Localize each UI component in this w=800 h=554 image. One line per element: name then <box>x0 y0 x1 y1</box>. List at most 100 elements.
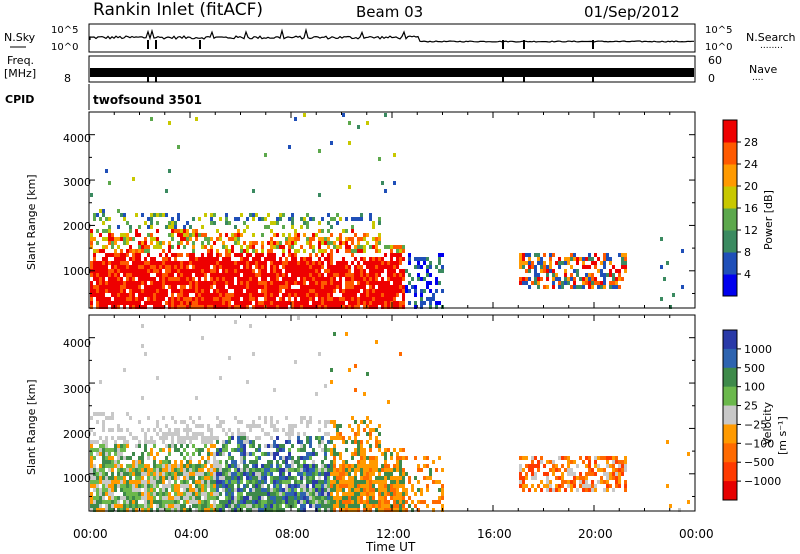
heatmap-cell <box>156 432 159 436</box>
heatmap-cell <box>342 113 345 117</box>
heatmap-cell <box>219 448 222 452</box>
heatmap-cell <box>270 488 273 492</box>
heatmap-cell <box>108 233 111 237</box>
heatmap-cell <box>420 301 423 305</box>
heatmap-cell <box>315 289 318 293</box>
heatmap-cell <box>282 480 285 484</box>
heatmap-cell <box>573 460 576 464</box>
heatmap-cell <box>318 229 321 233</box>
heatmap-cell <box>90 237 93 241</box>
heatmap-cell <box>426 504 429 508</box>
heatmap-cell <box>114 265 117 269</box>
heatmap-cell <box>306 496 309 500</box>
heatmap-cell <box>309 452 312 456</box>
heatmap-cell <box>186 432 189 436</box>
heatmap-cell <box>348 301 351 305</box>
heatmap-cell <box>186 464 189 468</box>
heatmap-cell <box>396 293 399 297</box>
heatmap-cell <box>333 496 336 500</box>
heatmap-cell <box>129 432 132 436</box>
heatmap-cell <box>330 500 333 504</box>
heatmap-cell <box>597 480 600 484</box>
heatmap-cell <box>528 488 531 492</box>
heatmap-cell <box>249 273 252 277</box>
heatmap-cell <box>183 265 186 269</box>
heatmap-cell <box>186 424 189 428</box>
heatmap-cell <box>588 281 591 285</box>
heatmap-cell <box>408 496 411 500</box>
heatmap-cell <box>333 444 336 448</box>
heatmap-cell <box>183 285 186 289</box>
heatmap-cell <box>303 301 306 305</box>
heatmap-cell <box>339 281 342 285</box>
heatmap-cell <box>204 436 207 440</box>
heatmap-cell <box>180 289 183 293</box>
heatmap-cell <box>300 472 303 476</box>
heatmap-cell <box>135 257 138 261</box>
heatmap-cell <box>357 269 360 273</box>
heatmap-cell <box>114 253 117 257</box>
heatmap-cell <box>399 500 402 504</box>
heatmap-cell <box>261 289 264 293</box>
heatmap-cell <box>132 496 135 500</box>
heatmap-cell <box>426 484 429 488</box>
heatmap-cell <box>354 480 357 484</box>
heatmap-cell <box>117 245 120 249</box>
heatmap-cell <box>360 281 363 285</box>
heatmap-cell <box>243 504 246 508</box>
heatmap-cell <box>603 472 606 476</box>
heatmap-cell <box>345 293 348 297</box>
heatmap-cell <box>120 249 123 253</box>
heatmap-cell <box>399 352 402 356</box>
heatmap-cell <box>288 277 291 281</box>
heatmap-cell <box>330 420 333 424</box>
heatmap-cell <box>567 277 570 281</box>
heatmap-cell <box>375 440 378 444</box>
heatmap-cell <box>300 480 303 484</box>
heatmap-cell <box>372 301 375 305</box>
heatmap-cell <box>342 472 345 476</box>
heatmap-cell <box>126 484 129 488</box>
heatmap-cell <box>312 488 315 492</box>
heatmap-cell <box>174 488 177 492</box>
heatmap-cell <box>300 444 303 448</box>
heatmap-cell <box>267 257 270 261</box>
heatmap-cell <box>150 484 153 488</box>
heatmap-cell <box>225 265 228 269</box>
heatmap-cell <box>312 249 315 253</box>
heatmap-cell <box>594 281 597 285</box>
heatmap-cell <box>432 480 435 484</box>
heatmap-cell <box>396 257 399 261</box>
heatmap-cell <box>270 265 273 269</box>
heatmap-cell <box>258 472 261 476</box>
heatmap-cell <box>195 484 198 488</box>
heatmap-cell <box>264 416 267 420</box>
heatmap-cell <box>114 448 117 452</box>
heatmap-cell <box>297 460 300 464</box>
heatmap-cell <box>300 488 303 492</box>
heatmap-cell <box>576 273 579 277</box>
heatmap-cell <box>255 468 258 472</box>
heatmap-cell <box>390 452 393 456</box>
heatmap-cell <box>147 297 150 301</box>
heatmap-cell <box>210 436 213 440</box>
heatmap-cell <box>399 281 402 285</box>
heatmap-cell <box>171 468 174 472</box>
heatmap-cell <box>375 237 378 241</box>
heatmap-cell <box>186 444 189 448</box>
heatmap-cell <box>417 468 420 472</box>
heatmap-cell <box>267 492 270 496</box>
heatmap-cell <box>339 436 342 440</box>
heatmap-cell <box>612 456 615 460</box>
heatmap-cell <box>99 289 102 293</box>
heatmap-cell <box>369 436 372 440</box>
heatmap-cell <box>378 261 381 265</box>
heatmap-cell <box>408 289 411 293</box>
heatmap-cell <box>255 305 258 309</box>
heatmap-cell <box>387 468 390 472</box>
heatmap-cell <box>126 281 129 285</box>
heatmap-cell <box>201 492 204 496</box>
heatmap-cell <box>552 273 555 277</box>
heatmap-cell <box>531 468 534 472</box>
heatmap-cell <box>147 496 150 500</box>
